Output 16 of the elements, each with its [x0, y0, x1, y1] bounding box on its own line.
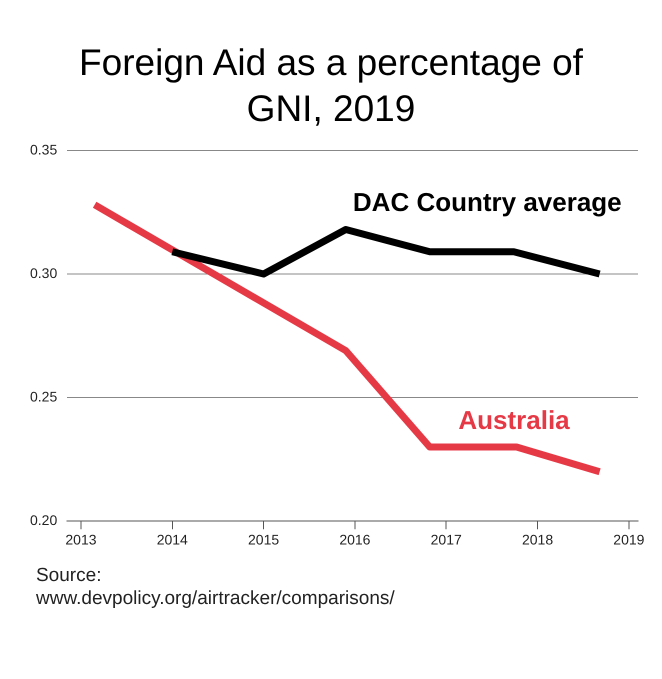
y-tick-label: 0.25 [30, 388, 58, 404]
y-tick-label: 0.20 [30, 512, 58, 528]
x-tick-label: 2016 [339, 531, 371, 548]
x-tick-label: 2017 [430, 531, 462, 548]
x-tick-label: 2014 [156, 531, 188, 548]
y-tick-label: 0.30 [30, 264, 58, 281]
text: www.devpolicy.org/airtracker/comparisons/ [36, 587, 396, 610]
x-tick-label: 2018 [522, 531, 554, 548]
y-tick-label: 0.35 [30, 141, 58, 158]
source-note: Source: [36, 564, 102, 587]
series-label: Australia [458, 404, 570, 435]
series-label: DAC Country average [352, 187, 622, 218]
x-tick-label: 2015 [248, 531, 280, 548]
chart-title: Foreign Aid as a percentage of GNI, 2019 [78, 41, 584, 131]
x-tick-label: 2019 [613, 531, 645, 548]
x-tick-label: 2013 [65, 531, 97, 548]
